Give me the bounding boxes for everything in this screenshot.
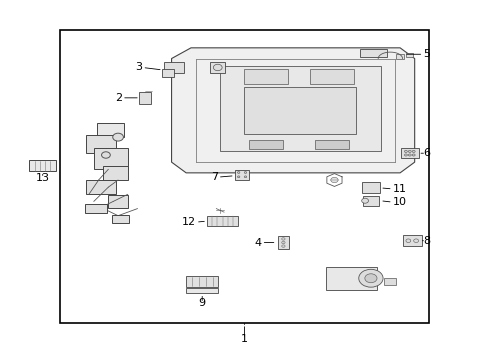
Ellipse shape xyxy=(330,177,337,183)
Bar xyxy=(29,160,56,171)
Bar xyxy=(86,180,116,194)
Text: 1: 1 xyxy=(241,334,247,344)
Ellipse shape xyxy=(237,176,240,178)
Ellipse shape xyxy=(404,154,407,156)
Bar xyxy=(97,123,124,137)
Bar xyxy=(249,140,283,149)
Text: 11: 11 xyxy=(392,184,406,194)
Bar xyxy=(164,62,183,73)
Bar xyxy=(60,30,428,323)
Ellipse shape xyxy=(405,239,410,243)
Bar xyxy=(362,196,378,206)
Bar xyxy=(359,49,386,57)
Text: 6: 6 xyxy=(423,148,429,158)
Ellipse shape xyxy=(364,274,376,283)
Bar xyxy=(86,135,116,153)
Ellipse shape xyxy=(281,238,285,240)
Ellipse shape xyxy=(281,245,285,247)
Ellipse shape xyxy=(102,152,110,158)
Ellipse shape xyxy=(244,172,246,174)
Bar xyxy=(384,278,396,285)
Polygon shape xyxy=(171,48,414,173)
Ellipse shape xyxy=(244,176,246,178)
Bar xyxy=(186,288,218,293)
Bar xyxy=(395,54,404,59)
Ellipse shape xyxy=(213,64,222,71)
Bar xyxy=(103,166,127,180)
Bar xyxy=(314,140,348,149)
Text: 2: 2 xyxy=(115,93,122,103)
Bar xyxy=(161,69,173,77)
Ellipse shape xyxy=(411,150,414,153)
Bar xyxy=(112,215,129,223)
Bar xyxy=(206,216,238,226)
Text: 8: 8 xyxy=(423,236,429,246)
Ellipse shape xyxy=(407,154,410,156)
Text: 5: 5 xyxy=(423,49,429,59)
Ellipse shape xyxy=(237,172,240,174)
Ellipse shape xyxy=(411,154,414,156)
Bar xyxy=(402,235,421,247)
Polygon shape xyxy=(244,87,356,134)
Bar xyxy=(94,148,127,169)
Ellipse shape xyxy=(404,150,407,153)
Ellipse shape xyxy=(113,133,123,141)
Bar xyxy=(234,170,249,180)
Bar xyxy=(186,276,218,287)
Text: 9: 9 xyxy=(198,298,205,308)
Text: 7: 7 xyxy=(210,172,217,182)
Bar xyxy=(361,182,379,193)
Bar xyxy=(210,62,224,73)
Bar xyxy=(277,236,288,249)
Text: 12: 12 xyxy=(182,217,196,227)
Bar xyxy=(400,148,418,158)
Ellipse shape xyxy=(281,241,285,244)
Ellipse shape xyxy=(413,239,418,243)
Text: 3: 3 xyxy=(135,63,142,72)
Bar xyxy=(244,69,287,84)
Bar xyxy=(325,267,376,290)
Bar xyxy=(85,204,107,213)
Polygon shape xyxy=(220,66,380,152)
Bar xyxy=(108,195,127,208)
Ellipse shape xyxy=(407,150,410,153)
Text: 13: 13 xyxy=(36,173,50,183)
Text: 4: 4 xyxy=(254,238,261,248)
Ellipse shape xyxy=(361,198,368,203)
Bar xyxy=(139,91,151,104)
Bar xyxy=(406,53,412,57)
Bar xyxy=(309,69,353,84)
Ellipse shape xyxy=(358,269,382,287)
Text: 10: 10 xyxy=(392,197,406,207)
